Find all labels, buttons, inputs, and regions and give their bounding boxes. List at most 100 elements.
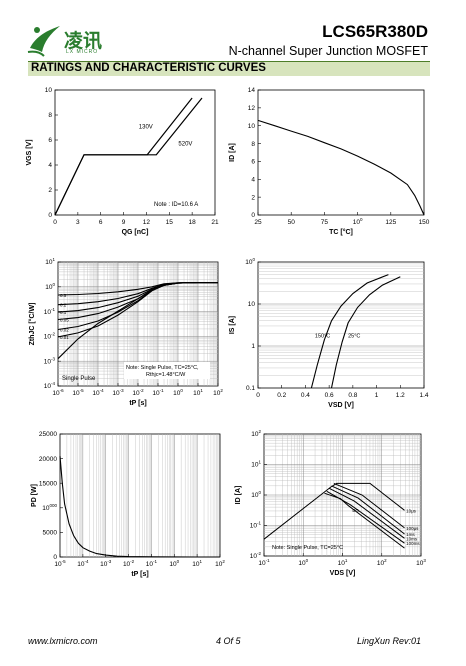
series-label: 150°C [315, 334, 330, 340]
y-tick-label: 0 [53, 554, 57, 561]
x-tick-label: 9 [122, 219, 126, 226]
y-tick-label: 2 [251, 194, 255, 201]
plot-frame [54, 89, 216, 216]
series-label: 100ms [406, 541, 420, 546]
x-tick-label: 1.2 [396, 392, 405, 399]
series-line-2 [331, 485, 405, 535]
series-label: 100μs [406, 526, 419, 531]
y-tick-label: 101 [45, 257, 55, 266]
series-label: 25°C [348, 334, 360, 340]
x-tick-label: 0 [256, 392, 260, 399]
y-axis-label: IS [A] [229, 316, 236, 334]
x-tick-label: 15 [166, 219, 174, 226]
y-tick-label: 6 [251, 159, 255, 166]
x-tick-label: 10-4 [77, 559, 89, 568]
x-tick-label: 125 [385, 219, 396, 226]
x-tick-label: 18 [189, 219, 197, 226]
company-logo [26, 22, 116, 64]
x-tick-label: 101 [192, 559, 202, 568]
y-tick-label: 8 [251, 141, 255, 148]
plot-frame [59, 433, 221, 558]
chart-note: Note : ID=10.6 A [154, 202, 198, 208]
x-tick-label: 10-4 [92, 388, 104, 397]
x-tick-label: 10-5 [72, 388, 84, 397]
y-tick-label: 10 [248, 123, 256, 130]
series-label: 520V [178, 142, 192, 148]
y-tick-label: 0 [251, 212, 255, 219]
series-label: 0.1 [60, 310, 67, 315]
x-tick-label: 10-1 [258, 558, 270, 567]
brand-subtitle: LX MICRO [66, 49, 99, 55]
x-tick-label: 25 [254, 219, 262, 226]
x-tick-label: 101 [193, 388, 203, 397]
series-line-1 [54, 97, 203, 216]
x-tick-label: 75 [321, 219, 329, 226]
footer-page: 4 Of 5 [216, 636, 241, 646]
y-axis-label: ID [A] [235, 486, 242, 505]
x-axis-label: QG [nC] [122, 229, 149, 236]
x-tick-label: 150 [419, 219, 430, 226]
chart-note: Note: Single Pulse, TC=25°C [272, 545, 343, 551]
gate-charge-chart: 0 3 6 9 12 15 18 21 0 2 4 6 8 10 QG [nC] VGS [V] 130V 520… [26, 87, 219, 236]
x-tick-label: 100 [353, 217, 363, 226]
x-tick-label: 10-3 [100, 559, 112, 568]
x-tick-label: 10-3 [112, 388, 124, 397]
x-tick-label: 10-1 [152, 388, 164, 397]
y-tick-label: 10 [248, 301, 256, 308]
x-tick-label: 10-2 [123, 559, 135, 568]
y-tick-label: 8 [48, 112, 52, 119]
series-label: DC [352, 508, 359, 513]
y-tick-label: 10-2 [44, 332, 56, 341]
footer-revision: LingXun Rev:01 [357, 636, 422, 646]
series-label: 0.2 [60, 303, 67, 308]
series-label: Single Pulse [62, 376, 96, 382]
y-tick-label: 10000 [42, 503, 57, 512]
series-label: 0.05 [60, 318, 69, 323]
y-tick-label: 25000 [39, 431, 57, 438]
y-tick-label: 10-4 [44, 381, 56, 390]
footer-website[interactable]: www.lxmicro.com [28, 636, 98, 646]
y-tick-label: 6 [48, 137, 52, 144]
y-tick-label: 100 [251, 490, 261, 499]
y-tick-label: 101 [251, 460, 261, 469]
series-label: 0.5 [60, 293, 67, 298]
part-number: LCS65R380D [322, 22, 428, 41]
y-tick-label: 100 [245, 257, 255, 266]
y-tick-label: 0 [48, 212, 52, 219]
y-axis-label: ID [A] [229, 143, 236, 162]
x-tick-label: 12 [143, 219, 151, 226]
y-tick-label: 1 [251, 343, 255, 350]
x-tick-label: 10-6 [52, 388, 64, 397]
series-line-3 [328, 487, 405, 539]
x-tick-label: 0.4 [301, 392, 310, 399]
x-tick-label: 102 [215, 559, 225, 568]
y-tick-label: 4 [48, 162, 52, 169]
power-dissipation-chart: 10-5 10-4 10-3 10-2 10-1 100 101 102 0 5000 10000 1… [31, 431, 225, 578]
series-line-1 [333, 482, 405, 529]
x-tick-label: 6 [99, 219, 103, 226]
x-tick-label: 100 [169, 559, 179, 568]
y-tick-label: 0.1 [246, 385, 255, 392]
series-label: 0.01 [60, 335, 69, 340]
x-axis-label: tP [s] [131, 571, 148, 578]
section-bar [28, 61, 430, 76]
y-tick-label: 10-1 [44, 307, 56, 316]
y-tick-label: 10 [45, 87, 53, 94]
x-tick-label: 3 [76, 219, 80, 226]
thermal-impedance-chart: 10-6 10-5 10-4 10-3 10-2 10-1 100 101 102 10-4 10-… [28, 257, 223, 407]
y-axis-label: VGS [V] [26, 139, 33, 165]
series-label: 10ms [406, 536, 418, 541]
x-tick-label: 0.6 [325, 392, 334, 399]
y-tick-label: 102 [251, 429, 261, 438]
chart-note: Note: Single Pulse, TC=25°C, [126, 365, 199, 371]
series-label: 130V [139, 125, 153, 131]
series-line-0 [310, 274, 389, 389]
y-axis-label: PD [W] [31, 484, 38, 507]
y-tick-label: 15000 [39, 480, 57, 487]
note-box [124, 362, 210, 379]
y-tick-label: 10-1 [250, 521, 262, 530]
series-line-5 [324, 492, 405, 549]
x-tick-label: 10-1 [146, 559, 158, 568]
x-tick-label: 0.2 [277, 392, 286, 399]
